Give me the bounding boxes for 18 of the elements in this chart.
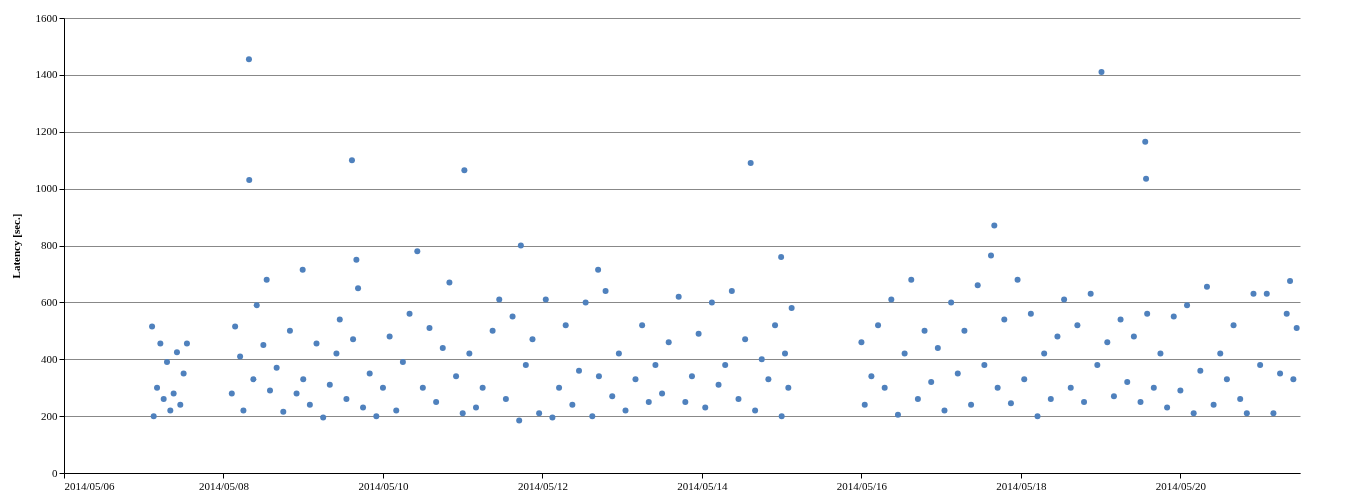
x-tick-label: 2014/05/16 (836, 479, 888, 492)
x-tick-label: 2014/05/12 (517, 479, 569, 492)
y-tick-label: 400 (41, 352, 58, 365)
x-tick-label: 2014/05/10 (358, 479, 410, 492)
y-tick-label: 1600 (35, 11, 58, 24)
y-tick-label: 800 (41, 239, 58, 251)
y-tick-label: 600 (41, 295, 58, 308)
y-axis-title: Latency [sec.] (9, 213, 22, 279)
y-tick-label: 0 (52, 466, 58, 479)
y-tick-label: 1200 (35, 125, 58, 138)
x-tick-label: 2014/05/14 (677, 479, 728, 492)
x-tick-label: 2014/05/08 (198, 479, 250, 492)
y-tick-label: 1000 (35, 182, 58, 195)
y-tick-label: 1400 (35, 68, 58, 81)
x-tick-label: 2014/05/18 (996, 479, 1047, 492)
x-tick-label: 2014/05/06 (64, 479, 116, 492)
x-tick-label: 2014/05/20 (1155, 479, 1207, 492)
y-tick-label: 200 (41, 409, 58, 422)
